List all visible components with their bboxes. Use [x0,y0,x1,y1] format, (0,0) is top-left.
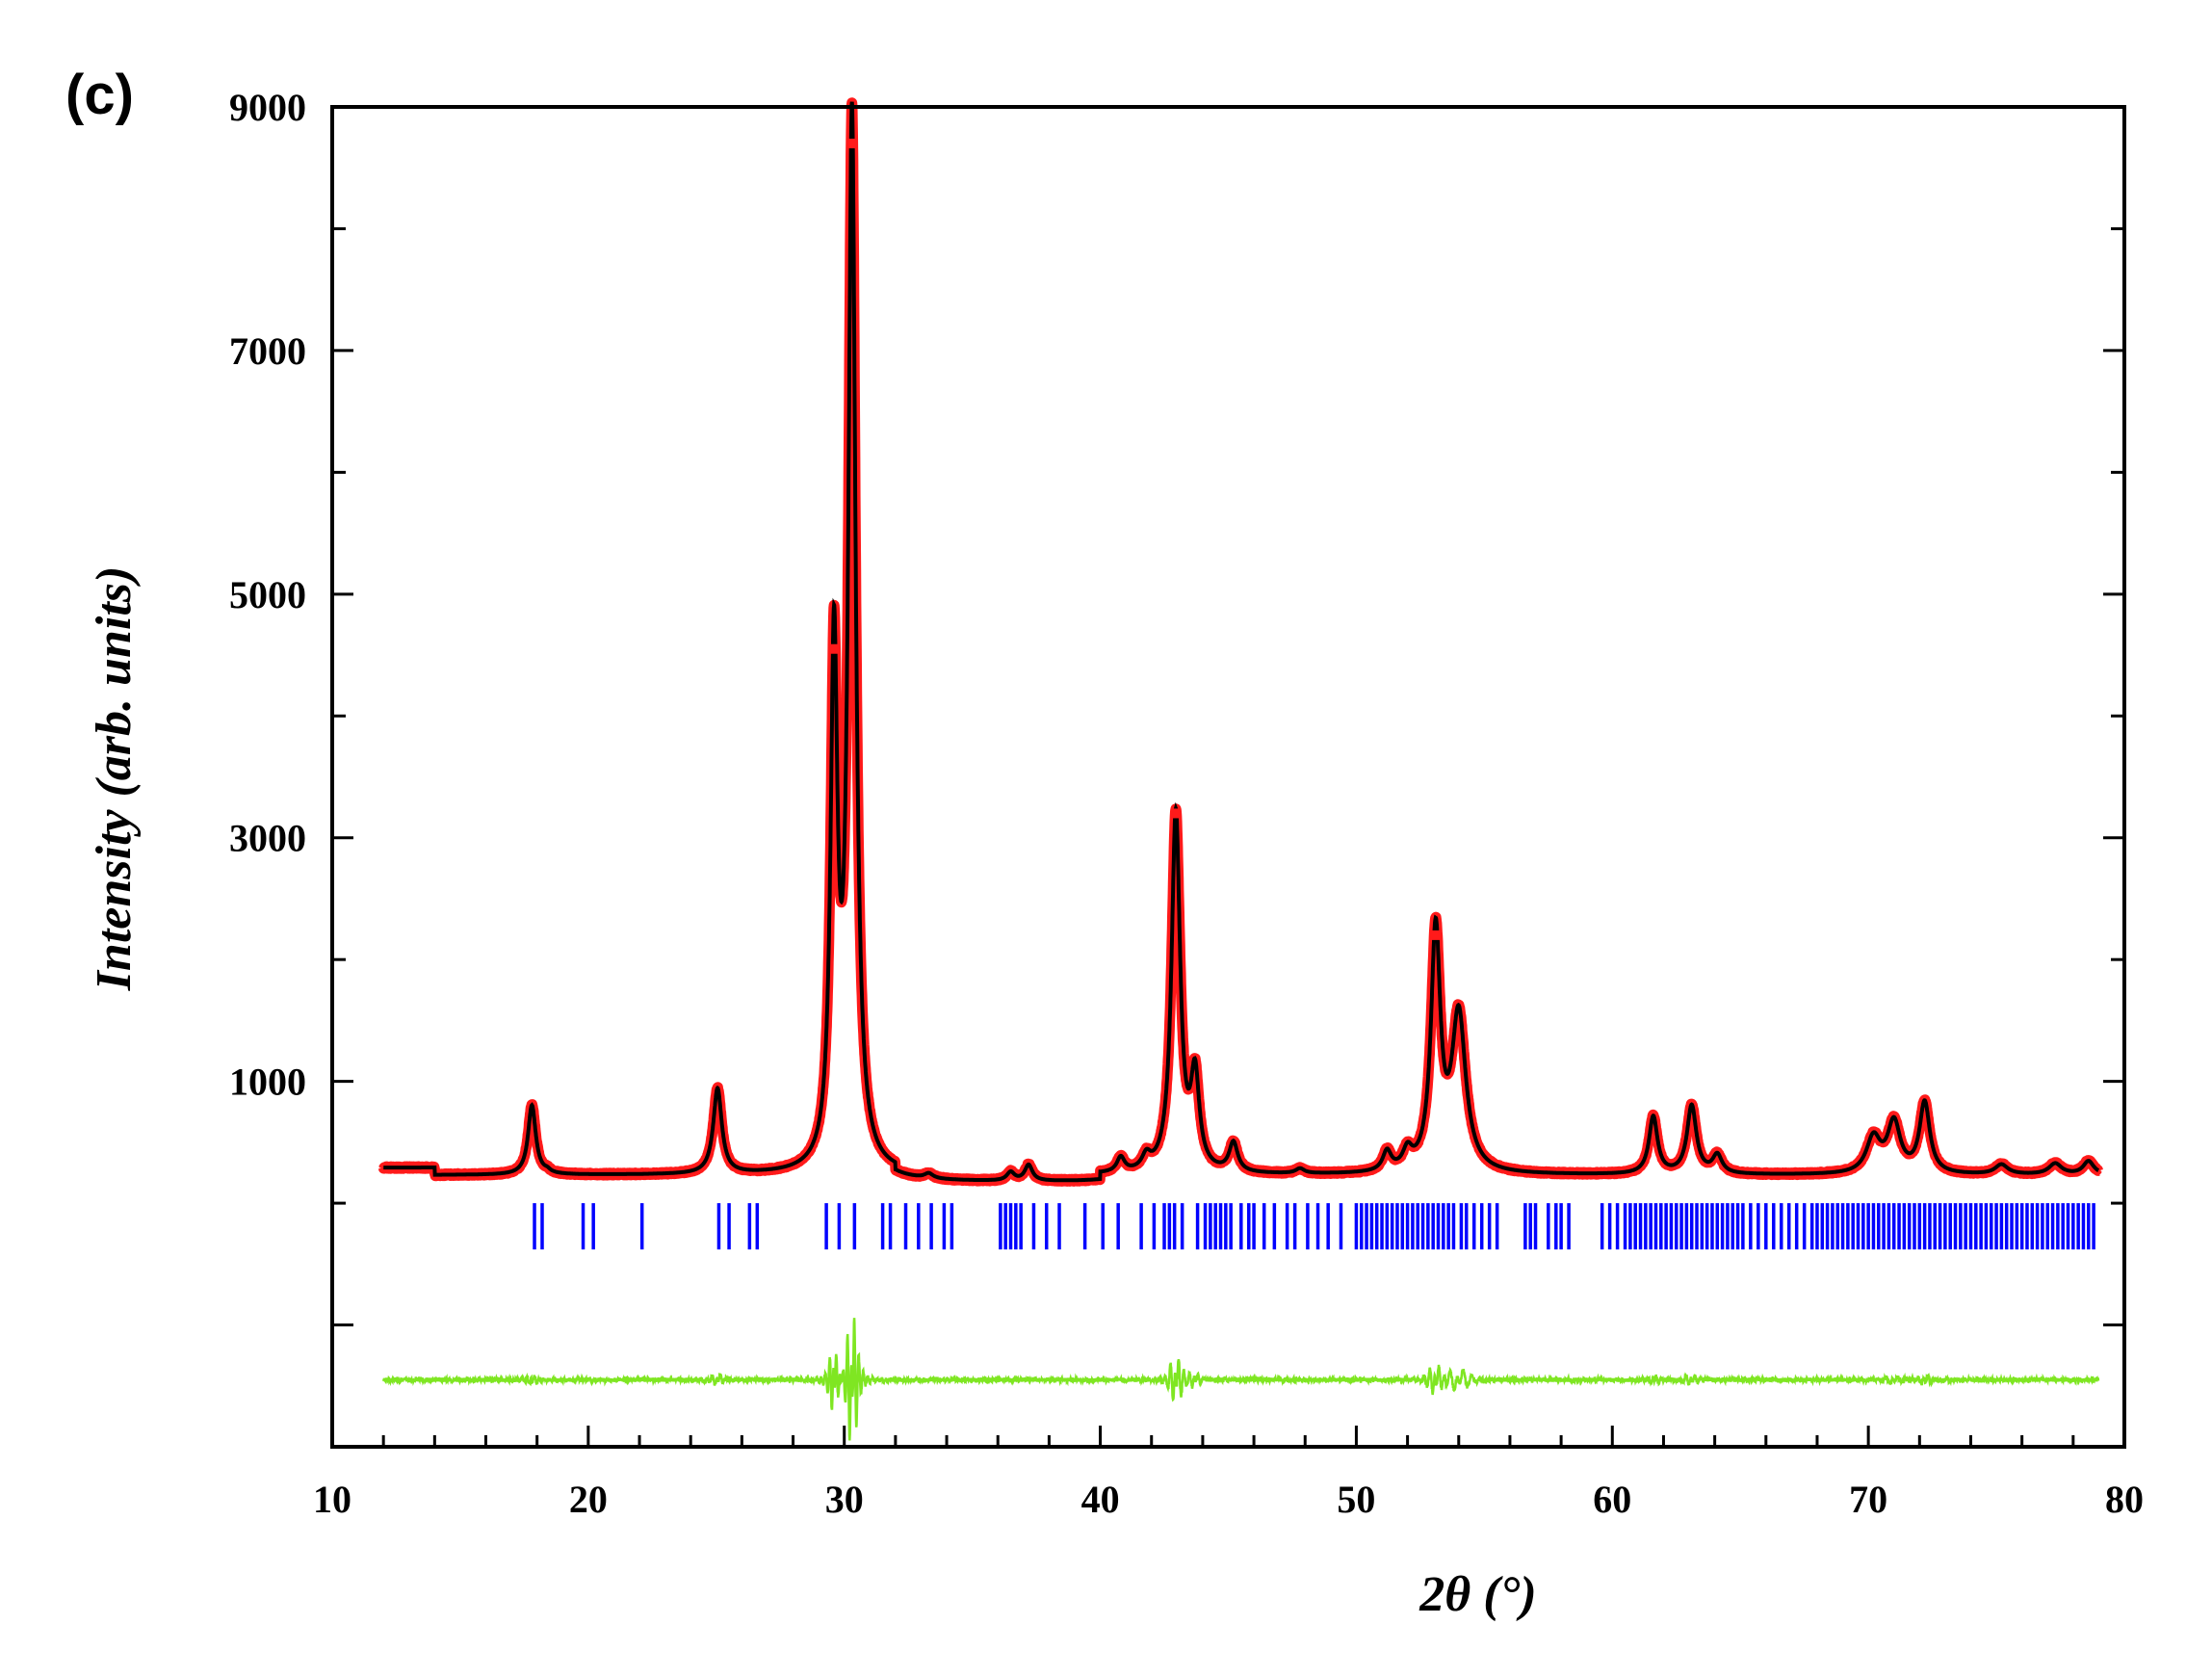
x-tick-label: 80 [2105,1478,2144,1521]
x-tick-label: 70 [1849,1478,1887,1521]
panel-label: (c) [65,64,134,126]
y-tick-label: 5000 [229,573,306,616]
y-axis-title: Intensity (arb. units) [87,566,142,992]
x-tick-label: 40 [1081,1478,1120,1521]
observed-point [1170,808,1181,819]
calculated-profile [383,101,2100,1183]
y-tick-label: 1000 [229,1061,306,1104]
x-tick-label: 20 [569,1478,608,1521]
difference-curve [381,1318,2100,1441]
y-tick-label: 7000 [229,329,306,373]
observed-point [846,138,857,148]
observed-data [377,97,2104,1187]
observed-point [829,643,840,654]
y-tick-label: 9000 [229,86,306,129]
plot-frame [330,105,2126,1449]
x-tick-label: 60 [1593,1478,1631,1521]
observed-point [1430,930,1441,940]
bragg-markers [533,1203,2095,1250]
x-tick-label: 10 [313,1478,351,1521]
x-tick-label: 50 [1337,1478,1375,1521]
x-axis-title: 2θ (°) [1418,1567,1536,1622]
y-tick-label: 3000 [229,817,306,860]
x-tick-label: 30 [825,1478,864,1521]
